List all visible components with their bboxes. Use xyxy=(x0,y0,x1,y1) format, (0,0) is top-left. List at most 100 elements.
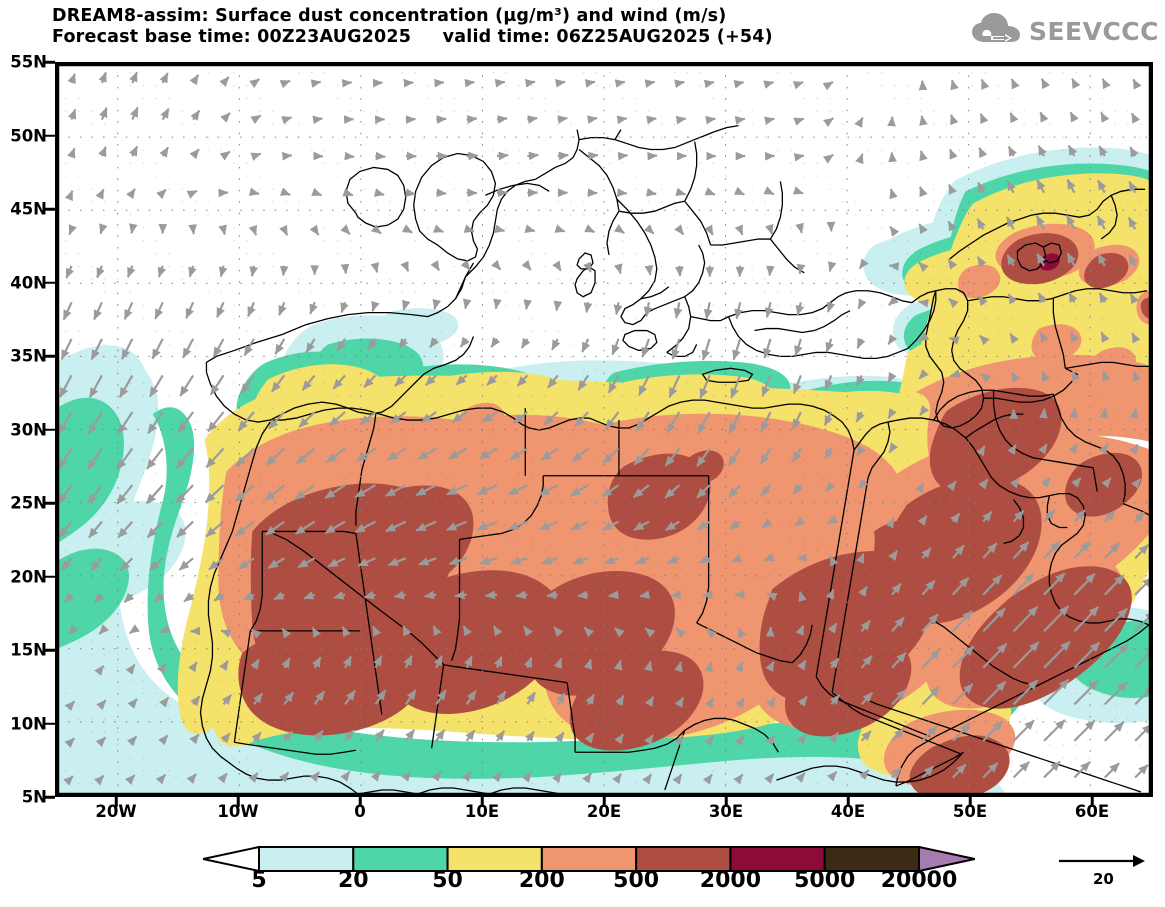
grid-stipple-dot xyxy=(246,757,248,759)
grid-stipple-dot xyxy=(1140,123,1142,126)
grid-stipple-dot xyxy=(388,666,391,669)
grid-stipple-dot xyxy=(505,537,507,539)
wind-vector-arrow xyxy=(617,151,629,161)
grid-stipple-dot xyxy=(712,627,714,630)
grid-stipple-dot xyxy=(803,602,805,604)
grid-stipple-dot xyxy=(984,395,987,397)
grid-stipple-dot xyxy=(686,149,689,151)
lon-tick-mark xyxy=(846,797,850,807)
wind-vector-arrow xyxy=(632,484,650,499)
wind-vector-arrow xyxy=(385,520,407,533)
grid-stipple-dot xyxy=(181,330,183,332)
wind-vector-arrow xyxy=(243,338,255,357)
grid-stipple-dot xyxy=(168,343,170,345)
wind-vector-arrow xyxy=(765,223,774,235)
grid-stipple-dot xyxy=(298,653,300,656)
grid-stipple-dot xyxy=(842,265,844,268)
grid-stipple-dot xyxy=(272,705,274,707)
wind-vector-arrow xyxy=(460,259,471,271)
wind-vector-arrow xyxy=(614,627,625,638)
grid-stipple-dot xyxy=(738,498,740,501)
grid-stipple-dot xyxy=(90,718,93,720)
grid-stipple-dot xyxy=(272,408,274,410)
grid-stipple-dot xyxy=(324,240,326,242)
wind-vector-arrow xyxy=(367,338,378,351)
wind-vector-arrow xyxy=(188,661,198,673)
grid-stipple-dot xyxy=(634,265,637,268)
wind-vector-arrow xyxy=(570,484,589,497)
grid-stipple-dot xyxy=(311,369,313,371)
grid-stipple-dot xyxy=(375,485,378,488)
grid-stipple-dot xyxy=(984,162,987,164)
lon-tick-label: 0 xyxy=(354,802,366,821)
colorbar-tick-label: 20000 xyxy=(880,868,958,893)
grid-stipple-dot xyxy=(544,408,546,410)
wind-vector-arrow xyxy=(1134,646,1151,669)
grid-stipple-dot xyxy=(1023,718,1025,720)
grid-stipple-dot xyxy=(699,524,702,526)
grid-stipple-dot xyxy=(259,550,261,552)
lon-tick-mark xyxy=(724,797,728,807)
grid-stipple-dot xyxy=(583,291,585,294)
grid-stipple-dot xyxy=(855,653,857,656)
wind-vector-arrow xyxy=(643,224,655,235)
grid-stipple-dot xyxy=(233,317,235,320)
grid-stipple-dot xyxy=(621,757,624,759)
grid-stipple-dot xyxy=(725,705,727,707)
grid-stipple-dot xyxy=(621,395,624,397)
wind-vector-arrow xyxy=(117,411,134,435)
grid-stipple-dot xyxy=(505,679,507,682)
grid-stipple-dot xyxy=(712,770,714,772)
grid-stipple-dot xyxy=(362,252,365,255)
grid-stipple-dot xyxy=(557,576,559,578)
grid-stipple-dot xyxy=(855,589,857,591)
map-plot-area[interactable] xyxy=(55,62,1153,797)
grid-stipple-dot xyxy=(272,343,274,345)
grid-stipple-dot xyxy=(466,343,468,345)
grid-stipple-dot xyxy=(466,110,468,113)
grid-stipple-dot xyxy=(1023,705,1025,707)
wind-vector-arrow xyxy=(490,259,502,271)
wind-vector-arrow xyxy=(885,517,895,529)
grid-stipple-dot xyxy=(725,175,727,177)
colorbar-extend-max xyxy=(918,846,975,872)
wind-vector-arrow xyxy=(826,770,838,782)
grid-stipple-dot xyxy=(168,175,170,177)
wind-vector-arrow xyxy=(370,262,380,273)
wind-vector-arrow xyxy=(516,374,529,387)
grid-stipple-dot xyxy=(492,356,494,358)
grid-stipple-dot xyxy=(816,614,818,617)
grid-stipple-dot xyxy=(751,343,753,345)
wind-vector-arrow xyxy=(157,265,167,278)
wind-vector-arrow xyxy=(479,447,498,460)
grid-stipple-dot xyxy=(958,71,961,74)
grid-stipple-dot xyxy=(375,110,378,113)
wind-vector-arrow xyxy=(670,590,682,599)
wind-vector-arrow xyxy=(1071,78,1081,89)
grid-stipple-dot xyxy=(893,614,896,617)
grid-stipple-dot xyxy=(751,718,753,720)
grid-stipple-dot xyxy=(829,472,831,475)
wind-vector-arrow xyxy=(267,411,286,430)
wind-vector-arrow xyxy=(129,106,139,121)
grid-stipple-dot xyxy=(777,524,779,526)
grid-stipple-dot xyxy=(324,162,326,164)
wind-vector-arrow xyxy=(124,774,136,786)
grid-stipple-dot xyxy=(362,188,365,190)
grid-stipple-dot xyxy=(64,705,67,707)
grid-stipple-dot xyxy=(259,472,261,475)
grid-stipple-dot xyxy=(64,162,67,164)
grid-stipple-dot xyxy=(958,201,961,203)
wind-vector-arrow xyxy=(520,337,531,349)
wind-vector-arrow xyxy=(221,694,232,706)
grid-stipple-dot xyxy=(790,537,792,539)
grid-stipple-dot xyxy=(557,485,559,488)
grid-stipple-dot xyxy=(634,472,637,475)
wind-vector-arrow xyxy=(583,261,592,273)
wind-vector-arrow xyxy=(608,590,619,600)
grid-stipple-dot xyxy=(1010,110,1012,113)
grid-stipple-dot xyxy=(868,653,870,656)
wind-vector-arrow xyxy=(125,188,136,200)
wind-vector-arrow xyxy=(577,590,589,600)
wind-vector-arrow xyxy=(175,484,194,504)
